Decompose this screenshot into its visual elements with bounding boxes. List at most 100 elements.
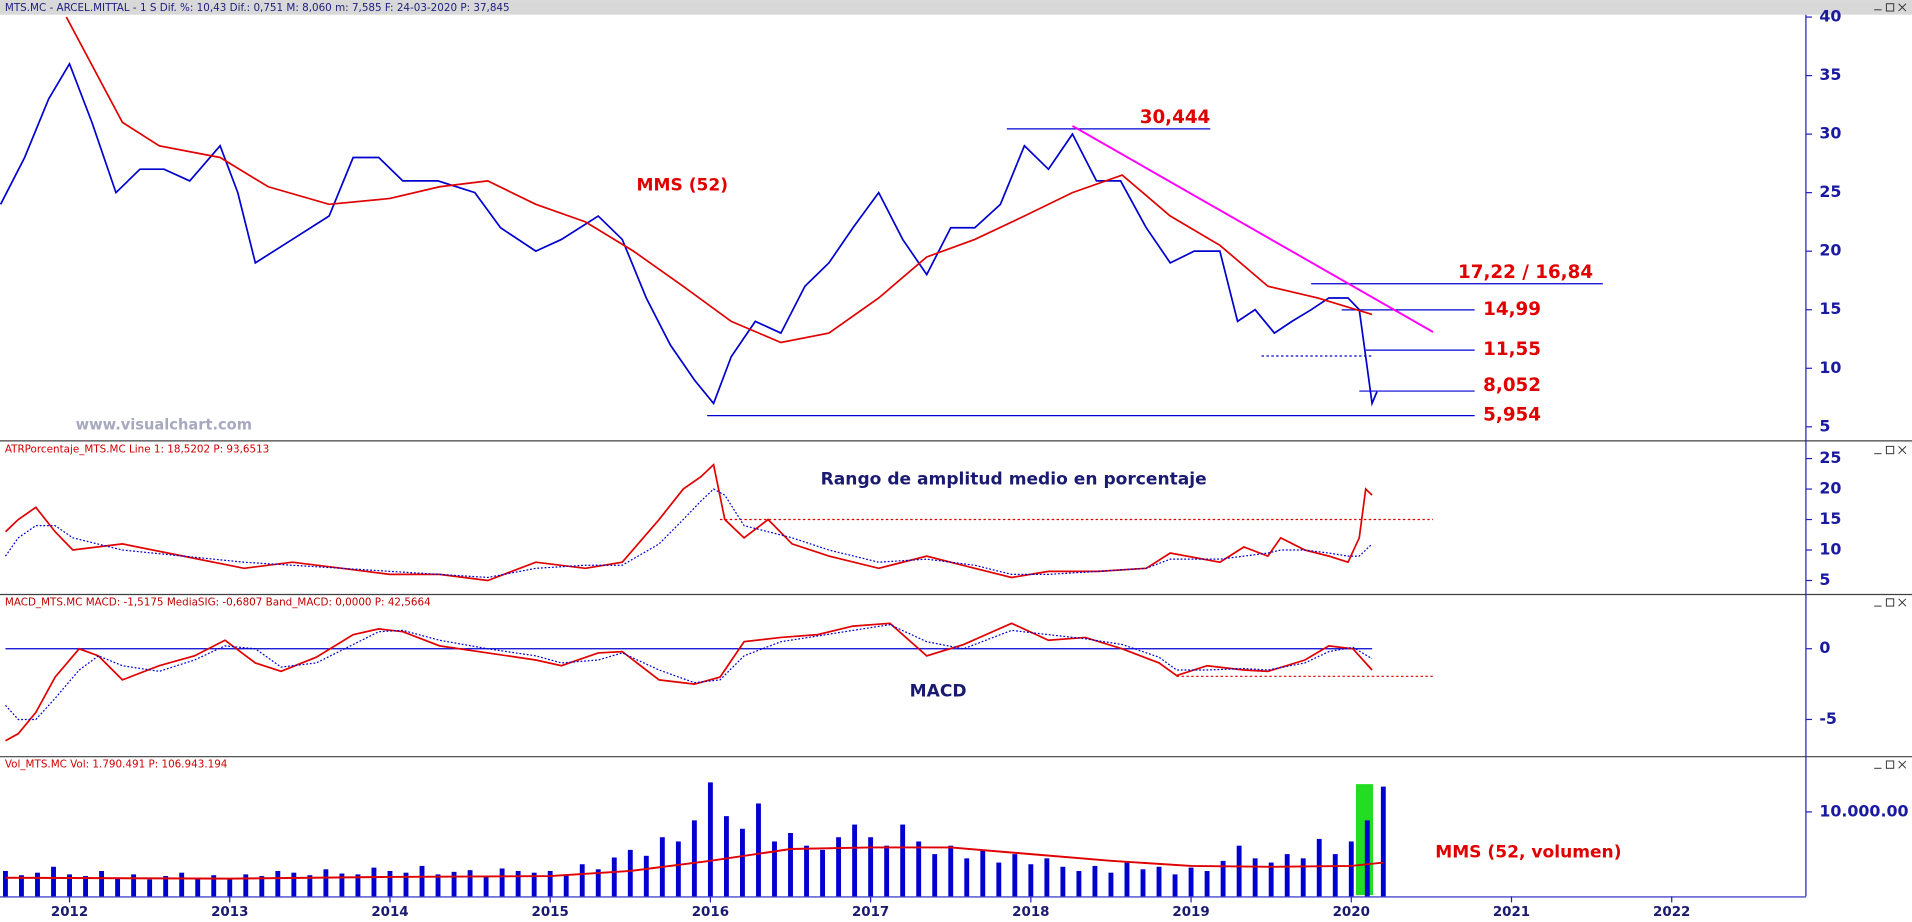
x-tick-label: 2015 xyxy=(532,905,569,920)
y-tick-label: 15 xyxy=(1819,509,1841,528)
volume-bar xyxy=(1076,871,1082,897)
x-tick-label: 2020 xyxy=(1333,905,1370,920)
volume-bar xyxy=(595,869,601,897)
level-label: 5,954 xyxy=(1483,405,1541,426)
volume-bar xyxy=(1124,862,1130,897)
volume-bar xyxy=(980,849,986,897)
volume-bar xyxy=(1172,874,1178,897)
volume-bar xyxy=(1236,845,1242,897)
volume-ma-label: MMS (52, volumen) xyxy=(1435,842,1621,862)
panel-header: MACD_MTS.MC MACD: -1,5175 MediaSIG: -0,6… xyxy=(5,596,431,608)
volume-bar xyxy=(179,872,185,897)
y-tick-label: 5 xyxy=(1819,416,1830,435)
volume-bar xyxy=(1156,866,1162,897)
header-bar xyxy=(0,0,1912,15)
volume-bar xyxy=(1204,871,1210,897)
volume-bar xyxy=(1188,867,1194,897)
volume-bar xyxy=(1284,854,1290,897)
volume-bar xyxy=(1252,858,1258,897)
volume-bar xyxy=(772,841,777,897)
volume-bar xyxy=(275,871,281,897)
volume-bar xyxy=(675,841,681,897)
volume-bar xyxy=(1108,872,1114,897)
volume-bar xyxy=(147,879,153,897)
volume-bar xyxy=(1380,786,1386,897)
level-label: 14,99 xyxy=(1483,299,1541,320)
y-tick-label: 20 xyxy=(1819,241,1841,260)
volume-bar xyxy=(99,871,105,897)
volume-bar xyxy=(1348,841,1354,897)
panel-header: MTS.MC - ARCEL.MITTAL - 1 S Dif. %: 10,4… xyxy=(5,2,510,14)
volume-bar xyxy=(259,876,265,897)
level-label: 30,444 xyxy=(1140,107,1211,128)
panel-header: ATRPorcentaje_MTS.MC Line 1: 18,5202 P: … xyxy=(5,443,269,455)
volume-bar xyxy=(1220,860,1226,897)
x-tick-label: 2016 xyxy=(692,905,729,920)
volume-bar xyxy=(804,845,809,897)
y-tick-label: -5 xyxy=(1819,709,1837,728)
y-tick-label: 15 xyxy=(1819,299,1841,318)
volume-bar xyxy=(643,855,649,897)
volume-bar xyxy=(916,841,922,897)
volume-bar xyxy=(371,867,377,897)
y-tick-label: 20 xyxy=(1819,479,1841,498)
y-tick-label: 10.000.00 xyxy=(1819,801,1908,820)
volume-highlight xyxy=(1355,784,1374,896)
trend-line xyxy=(1071,125,1434,333)
volume-bar xyxy=(1364,820,1370,897)
volume-bar xyxy=(852,824,858,897)
y-tick-label: 10 xyxy=(1819,540,1841,559)
volume-bar xyxy=(563,874,569,897)
series-line xyxy=(4,488,1373,579)
series-line xyxy=(65,16,1373,344)
volume-bar xyxy=(291,872,297,897)
watermark: www.visualchart.com xyxy=(76,417,252,434)
y-tick-label: 25 xyxy=(1819,448,1841,467)
volume-bar xyxy=(3,871,8,897)
volume-bar xyxy=(323,869,329,897)
volume-bar xyxy=(1316,838,1322,897)
level-label: 17,22 / 16,84 xyxy=(1458,262,1593,283)
x-tick-label: 2019 xyxy=(1172,905,1209,920)
volume-bar xyxy=(531,872,537,897)
volume-bar xyxy=(547,871,553,897)
volume-bar xyxy=(307,875,313,897)
level-label: 8,052 xyxy=(1483,375,1541,396)
volume-bar xyxy=(83,876,88,897)
volume-bar xyxy=(483,876,489,897)
volume-bar xyxy=(740,828,745,897)
volume-bar xyxy=(115,877,121,897)
panel-subtitle: MACD xyxy=(910,681,967,701)
volume-bar xyxy=(932,854,938,897)
volume-bar xyxy=(788,833,793,897)
level-label: 11,55 xyxy=(1483,339,1541,360)
volume-bar xyxy=(1028,864,1034,897)
panel-subtitle: Rango de amplitud medio en porcentaje xyxy=(821,469,1207,489)
volume-bar xyxy=(227,879,233,897)
volume-bar xyxy=(723,816,729,897)
volume-bar xyxy=(1300,858,1306,897)
x-tick-label: 2018 xyxy=(1012,905,1049,920)
y-tick-label: 30 xyxy=(1819,124,1841,143)
volume-bar xyxy=(67,874,72,897)
x-tick-label: 2014 xyxy=(371,905,408,920)
y-tick-label: 35 xyxy=(1819,65,1841,84)
volume-bar xyxy=(996,862,1002,897)
volume-bar xyxy=(884,845,890,897)
volume-ma-line xyxy=(5,846,1384,880)
x-tick-label: 2013 xyxy=(211,905,248,920)
y-tick-label: 5 xyxy=(1819,570,1830,589)
x-tick-label: 2021 xyxy=(1493,905,1530,920)
volume-bar xyxy=(1092,865,1098,897)
volume-bar xyxy=(611,857,617,897)
volume-bar xyxy=(1060,866,1066,897)
volume-bar xyxy=(339,873,345,897)
volume-bar xyxy=(707,782,713,897)
volume-bar xyxy=(1044,858,1050,897)
volume-bar xyxy=(820,849,825,897)
volume-bar xyxy=(435,874,441,897)
volume-bar xyxy=(51,866,56,897)
volume-bar xyxy=(756,803,761,897)
volume-bar xyxy=(211,875,217,897)
